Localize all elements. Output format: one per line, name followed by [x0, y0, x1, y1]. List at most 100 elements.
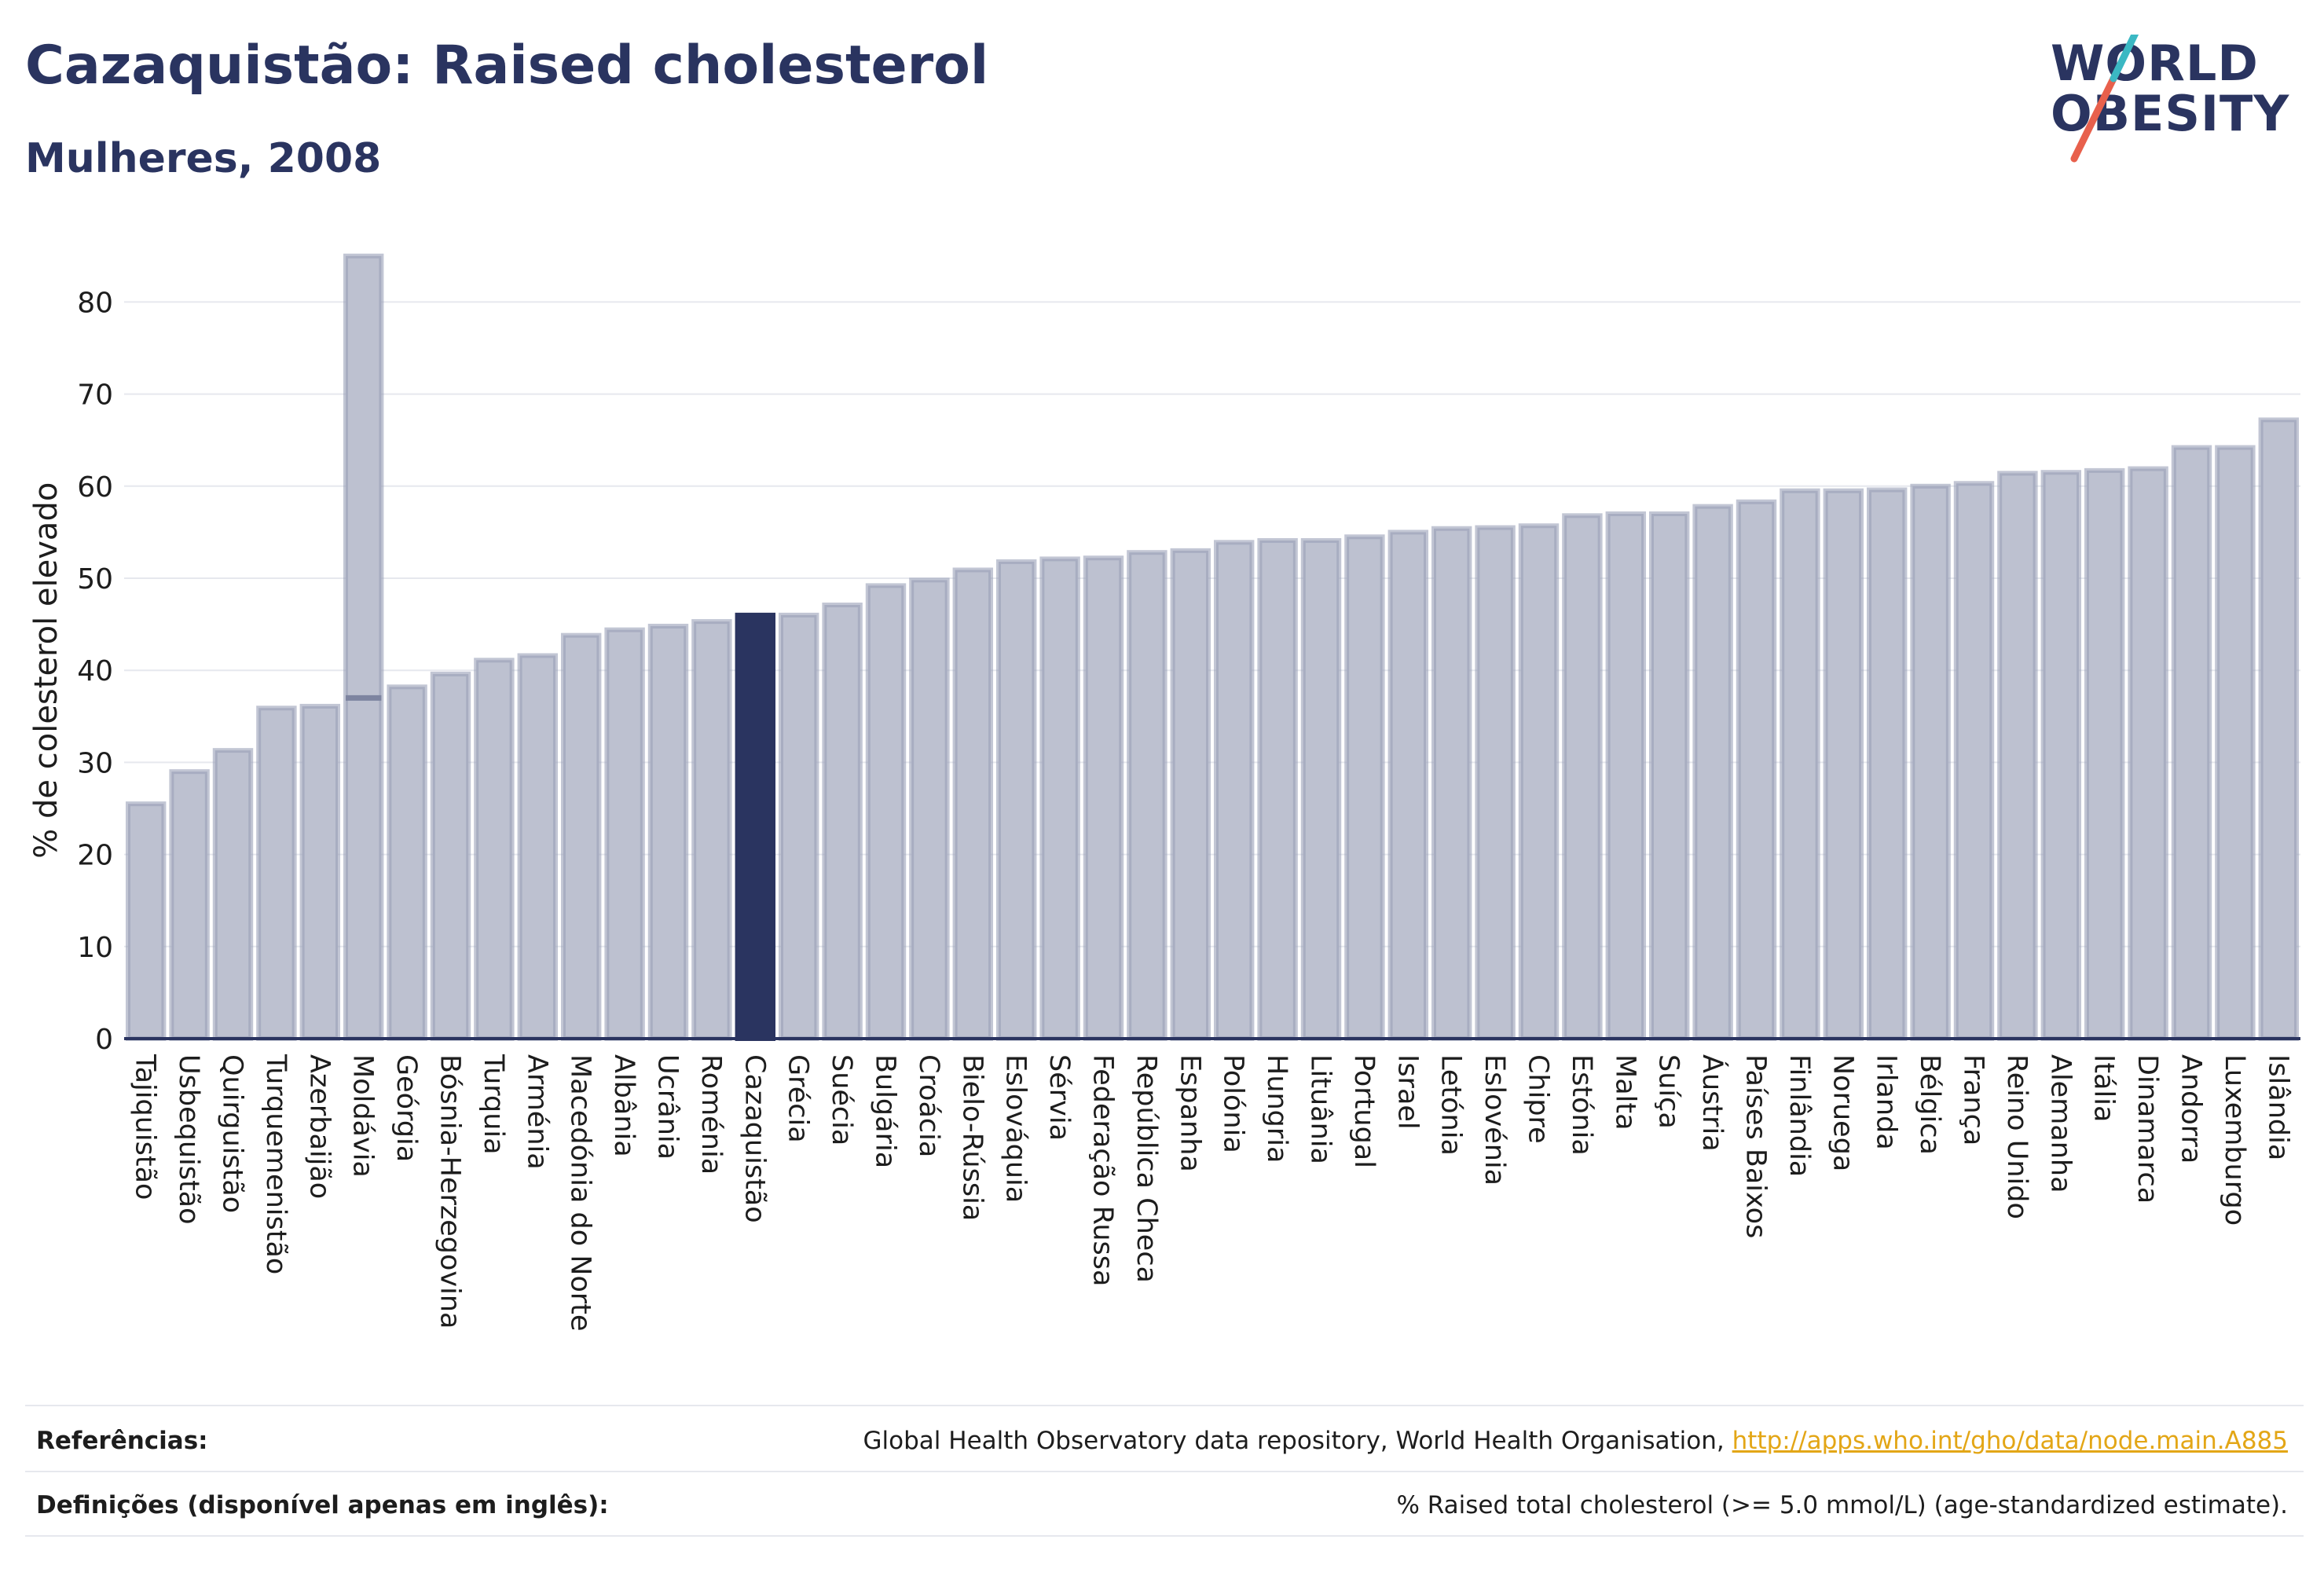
x-tick-label: República Checa [1131, 1054, 1162, 1283]
x-tick-label: Suíça [1653, 1054, 1684, 1129]
x-tick-label: Turquemenistão [260, 1054, 291, 1274]
y-axis-title: % de colesterol elevado [28, 482, 64, 859]
bar [1127, 550, 1167, 1041]
x-tick-label: França [1958, 1054, 1989, 1145]
x-tick-label: Geórgia [390, 1054, 422, 1162]
bar [125, 801, 167, 1041]
x-tick-label: Islândia [2262, 1054, 2293, 1160]
bar [735, 612, 776, 1041]
bar [2171, 445, 2212, 1041]
x-tick-label: Sérvia [1043, 1054, 1075, 1141]
logo-slash-icon [2070, 35, 2139, 163]
bar [430, 671, 471, 1041]
x-tick-label: Albânia [608, 1054, 640, 1157]
bar [387, 684, 427, 1042]
x-tick-label: Hungria [1261, 1054, 1292, 1163]
x-tick-label: Azerbaijão [303, 1054, 335, 1199]
bar [1736, 499, 1777, 1041]
bar [1605, 511, 1647, 1041]
bar [517, 653, 559, 1041]
x-tick-label: Lituânia [1305, 1054, 1336, 1164]
bar [299, 703, 341, 1042]
bar [822, 602, 863, 1041]
bar [212, 748, 254, 1041]
bar [2215, 445, 2256, 1041]
bar [2128, 466, 2168, 1041]
bar [1257, 537, 1298, 1041]
footer-divider-top [25, 1405, 2304, 1406]
y-tick-label: 0 [95, 1024, 113, 1056]
x-tick-label: Quirguistão [217, 1054, 248, 1213]
x-tick-label: Bélgica [1914, 1054, 1945, 1155]
definitions-value: % Raised total cholesterol (>= 5.0 mmol/… [1396, 1491, 2288, 1519]
definitions-label: Definições (disponível apenas em inglês)… [36, 1491, 609, 1519]
bar [865, 583, 907, 1041]
x-tick-label: Arménia [521, 1054, 552, 1170]
bar [778, 612, 819, 1041]
x-tick-label: Portugal [1348, 1054, 1380, 1168]
y-tick-label: 10 [77, 932, 113, 964]
x-tick-label: Letónia [1435, 1054, 1467, 1156]
x-tick-label: Bielo-Rússia [956, 1054, 988, 1221]
bar [560, 632, 602, 1041]
world-obesity-logo[interactable]: WORLD OBESITY [2051, 35, 2310, 168]
footer-divider-bottom [25, 1535, 2304, 1537]
bar [2258, 417, 2300, 1041]
bar [1648, 511, 1690, 1041]
x-tick-label: Moldávia [347, 1054, 379, 1178]
x-tick-label: Alemanha [2044, 1054, 2076, 1193]
x-tick-label: Eslovénia [1479, 1054, 1510, 1186]
bar [1910, 483, 1951, 1041]
x-tick-label: Turquia [478, 1054, 509, 1155]
x-tick-label: Estónia [1566, 1054, 1597, 1156]
bar [1866, 487, 1908, 1041]
x-tick-label: Chipre [1523, 1054, 1554, 1144]
x-tick-label: Federação Russa [1087, 1054, 1119, 1286]
y-tick-label: 50 [77, 563, 113, 596]
bar [647, 623, 689, 1041]
bar [1431, 526, 1472, 1041]
y-tick-label: 60 [77, 471, 113, 504]
bar [1780, 488, 1820, 1041]
bar [474, 658, 515, 1041]
x-tick-label: Bulgária [870, 1054, 901, 1168]
y-tick-label: 30 [77, 747, 113, 779]
bar [1300, 537, 1342, 1041]
x-tick-label: Países Baixos [1740, 1054, 1772, 1238]
x-tick-label: Ucrânia [652, 1054, 684, 1160]
bar [952, 567, 994, 1041]
x-tick-label: Polónia [1218, 1054, 1249, 1153]
bar [2084, 467, 2125, 1041]
bar [1518, 523, 1560, 1041]
x-tick-label: Roménia [695, 1054, 727, 1175]
bar-chart: 0 10 20 30 40 50 60 70 80 % de colesterol elevado… [28, 253, 2300, 1332]
bar [169, 769, 210, 1041]
x-tick-label: Eslováquia [1000, 1054, 1032, 1203]
page-title: Cazaquistão: Raised cholesterol [25, 35, 989, 97]
x-tick-label: Grécia [783, 1054, 814, 1143]
x-tick-label: Suécia [826, 1054, 857, 1145]
bar [604, 627, 645, 1041]
x-tick-label: Israel [1391, 1054, 1423, 1130]
x-tick-label: Macedónia do Norte [565, 1054, 596, 1332]
bar [1170, 548, 1211, 1041]
y-tick-label: 80 [77, 287, 113, 319]
bar [2040, 470, 2082, 1041]
bar [691, 619, 732, 1041]
bar [1213, 540, 1255, 1041]
bar [1475, 525, 1516, 1041]
references-label: Referências: [36, 1427, 208, 1455]
bar [1344, 534, 1385, 1041]
x-tick-label: Andorra [2176, 1054, 2207, 1164]
bar [343, 253, 384, 1041]
bar [1562, 513, 1603, 1041]
x-tick-label: Noruega [1827, 1054, 1858, 1171]
x-tick-label: Reino Unido [2001, 1054, 2033, 1219]
y-tick-label: 20 [77, 840, 113, 872]
bar [995, 559, 1037, 1041]
references-link[interactable]: http://apps.who.int/gho/data/node.main.A… [1732, 1427, 2288, 1455]
bar [1692, 504, 1733, 1041]
x-tick-label: Malta [1609, 1054, 1640, 1131]
bar [1953, 481, 1995, 1041]
page-subtitle: Mulheres, 2008 [25, 135, 382, 182]
